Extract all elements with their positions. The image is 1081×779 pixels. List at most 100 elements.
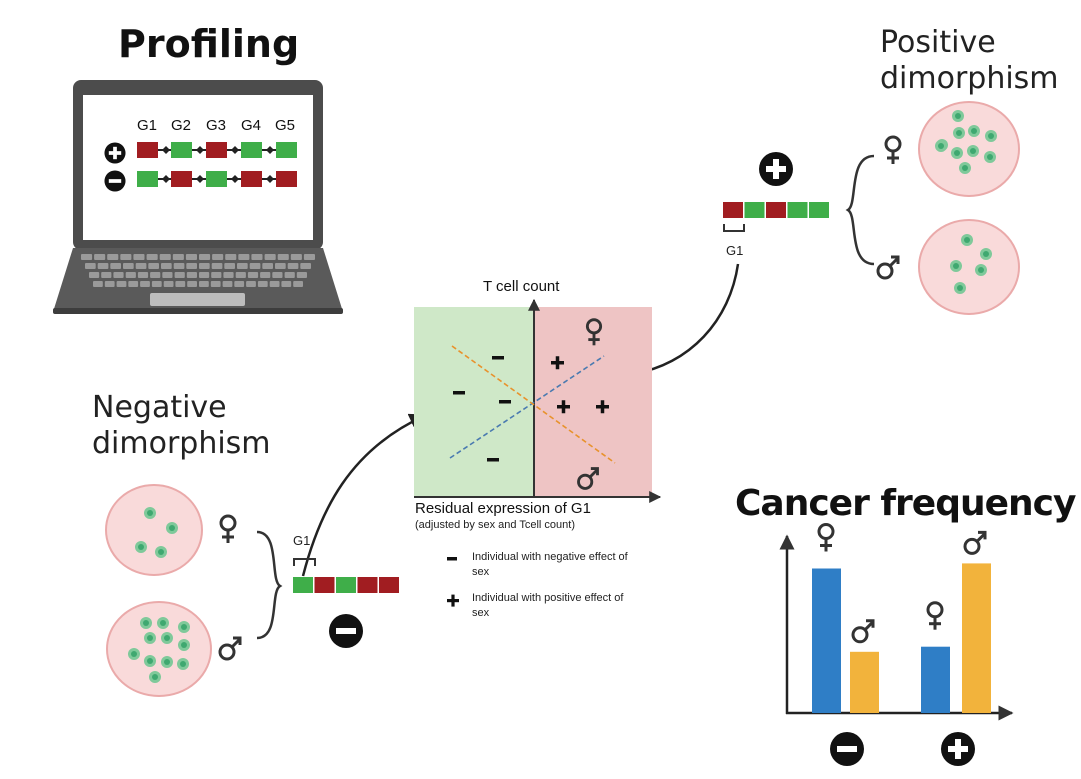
profiling-plus-icon bbox=[104, 142, 126, 164]
gene-label-g2: G2 bbox=[171, 117, 192, 134]
plot-y-label: T cell count bbox=[483, 278, 560, 295]
keyboard-key bbox=[151, 281, 162, 287]
cancer-minus-icon bbox=[830, 732, 864, 766]
profiling-gene-rows bbox=[137, 142, 297, 187]
keyboard-key bbox=[303, 254, 315, 260]
cancer-frequency-chart bbox=[779, 523, 1014, 766]
positive-male-symbol bbox=[876, 255, 900, 280]
cancer-frequency-title: Cancer frequency bbox=[735, 483, 1076, 524]
laptop-touchpad bbox=[150, 293, 245, 306]
keyboard-key bbox=[133, 254, 145, 260]
keyboard-key bbox=[140, 281, 150, 287]
gene-block bbox=[379, 577, 399, 593]
keyboard-key bbox=[234, 281, 245, 287]
keyboard-key bbox=[296, 272, 307, 278]
plot-x-label: Residual expression of G1 bbox=[415, 500, 591, 517]
gene-block bbox=[137, 142, 158, 158]
keyboard-key bbox=[135, 263, 147, 269]
keyboard-key bbox=[293, 281, 303, 287]
cancer-bar-female-positive bbox=[921, 646, 950, 713]
legend-plus-text-line1: Individual with positive effect of bbox=[472, 592, 624, 604]
gene-block bbox=[766, 202, 786, 218]
keyboard-key bbox=[186, 263, 197, 269]
keyboard-key bbox=[125, 272, 136, 278]
keyboard-key bbox=[128, 281, 139, 287]
keyboard-key bbox=[185, 254, 197, 260]
plus-point bbox=[557, 400, 570, 414]
keyboard-key bbox=[163, 281, 174, 287]
keyboard-key bbox=[235, 272, 246, 278]
keyboard-key bbox=[281, 281, 292, 287]
keyboard-key bbox=[269, 281, 280, 287]
profiling-title: Profiling bbox=[118, 22, 300, 66]
cancer-male-symbol bbox=[851, 619, 875, 644]
keyboard-key bbox=[146, 254, 158, 260]
cancer-bar-female-negative bbox=[812, 568, 841, 713]
keyboard-key bbox=[174, 272, 185, 278]
keyboard-key bbox=[212, 254, 224, 260]
cancer-bar-male-negative bbox=[850, 651, 879, 713]
negative-curly-brace bbox=[256, 530, 283, 640]
keyboard-key bbox=[199, 263, 210, 269]
keyboard-key bbox=[237, 263, 248, 269]
keyboard-key bbox=[120, 254, 132, 260]
gene-block bbox=[744, 202, 765, 218]
keyboard-key bbox=[116, 281, 127, 287]
keyboard-key bbox=[85, 263, 96, 269]
keyboard-key bbox=[272, 272, 283, 278]
plot-x-label-note: (adjusted by sex and Tcell count) bbox=[415, 519, 575, 531]
positive-g1-bracket bbox=[723, 224, 745, 232]
keyboard-key bbox=[300, 263, 311, 269]
gene-block bbox=[206, 142, 227, 158]
profiling-minus-icon bbox=[104, 170, 126, 192]
negative-title-line2: dimorphism bbox=[92, 426, 271, 461]
plus-point bbox=[551, 356, 564, 370]
keyboard-key bbox=[199, 281, 209, 287]
gene-block bbox=[241, 142, 262, 158]
keyboard-key bbox=[148, 263, 159, 269]
legend-plus-text-line2: sex bbox=[472, 607, 490, 619]
keyboard-key bbox=[247, 272, 259, 278]
cancer-female-symbol bbox=[926, 601, 944, 632]
gene-block bbox=[241, 171, 262, 187]
gene-block bbox=[276, 142, 297, 158]
laptop-screen bbox=[83, 95, 313, 240]
negative-gene-bar bbox=[293, 577, 399, 593]
cancer-bar-male-positive bbox=[962, 563, 991, 713]
minus-point bbox=[499, 400, 511, 404]
laptop-keyboard bbox=[81, 254, 315, 287]
keyboard-key bbox=[284, 272, 295, 278]
gene-label-g5: G5 bbox=[275, 117, 296, 134]
keyboard-key bbox=[238, 254, 250, 260]
profiling-row-negative bbox=[137, 171, 297, 187]
negative-male-tcells bbox=[128, 617, 190, 683]
negative-minus-icon bbox=[329, 614, 363, 648]
gene-block bbox=[336, 577, 356, 593]
positive-title-line1: Positive bbox=[880, 25, 996, 60]
keyboard-key bbox=[251, 254, 263, 260]
gene-block bbox=[314, 577, 335, 593]
positive-gene-bar bbox=[723, 202, 829, 218]
positive-male-cell bbox=[918, 219, 1020, 315]
keyboard-key bbox=[275, 263, 286, 269]
keyboard-key bbox=[211, 272, 222, 278]
cancer-male-symbol bbox=[963, 530, 987, 555]
female-trend-line bbox=[449, 355, 605, 459]
cancer-female-symbol bbox=[817, 523, 835, 553]
keyboard-key bbox=[173, 263, 185, 269]
laptop bbox=[53, 80, 343, 314]
keyboard-key bbox=[123, 263, 134, 269]
cancer-plus-icon bbox=[941, 732, 975, 766]
gene-label-g1: G1 bbox=[137, 117, 158, 134]
negative-gene-label: G1 bbox=[293, 533, 311, 548]
positive-gene-label: G1 bbox=[726, 243, 744, 258]
legend-minus-text-line2: sex bbox=[472, 566, 490, 578]
positive-female-symbol bbox=[884, 135, 902, 166]
keyboard-key bbox=[262, 263, 273, 269]
keyboard-key bbox=[94, 254, 106, 260]
keyboard-key bbox=[223, 272, 234, 278]
keyboard-key bbox=[277, 254, 289, 260]
keyboard-key bbox=[81, 254, 93, 260]
keyboard-key bbox=[172, 254, 184, 260]
gene-label-g4: G4 bbox=[241, 117, 262, 134]
